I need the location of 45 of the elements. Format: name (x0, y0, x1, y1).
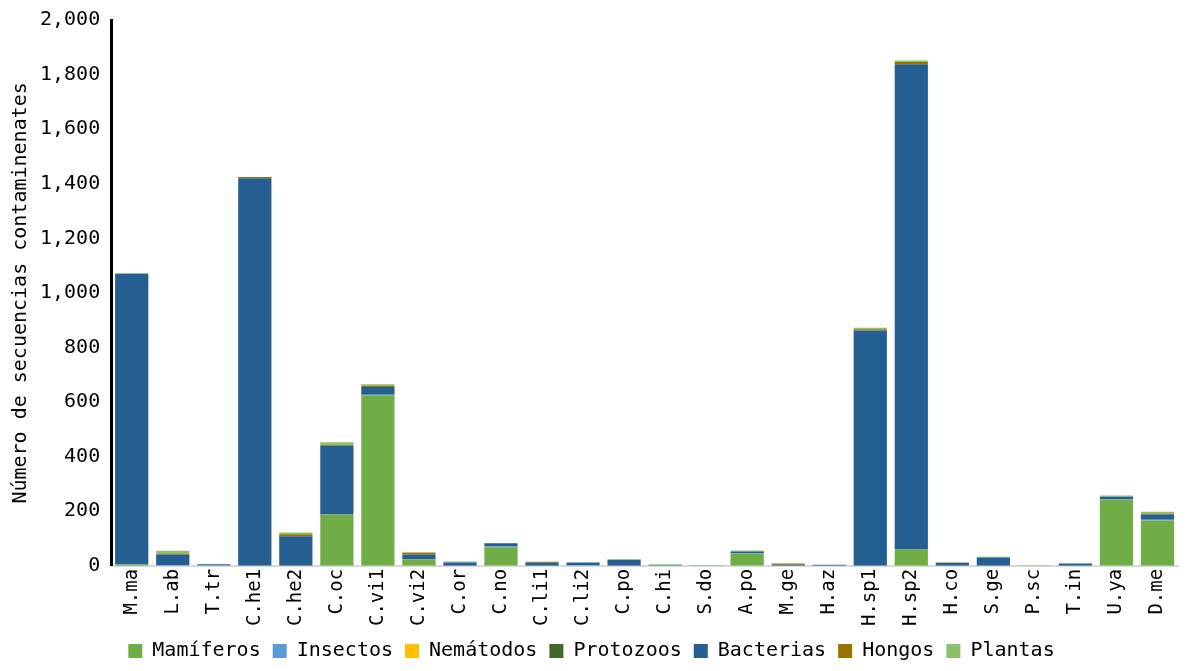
y-tick-label: 2,000 (39, 6, 101, 31)
legend-label: Hongos (862, 637, 935, 662)
x-tick-label: T.tr (200, 568, 223, 615)
legend-label: Protozoos (573, 637, 682, 662)
y-axis-title: Número de secuencias contaminenates (7, 82, 32, 504)
y-tick-label: 800 (64, 333, 101, 358)
x-tick-label: C.vi1 (364, 568, 387, 627)
x-tick-label: M.ge (775, 568, 798, 615)
legend-label: Nemátodos (429, 637, 538, 662)
x-tick-label: C.oc (323, 568, 346, 615)
x-tick-label: H.sp2 (898, 568, 921, 627)
legend-label: Mamíferos (152, 637, 261, 662)
x-tick-label: D.me (1144, 568, 1167, 615)
x-tick-label: C.li1 (528, 568, 551, 627)
legend-label: Insectos (296, 637, 394, 662)
x-tick-label: C.no (487, 568, 510, 615)
x-tick-label: C.he1 (241, 568, 264, 627)
y-tick-label: 1,200 (39, 224, 101, 249)
x-tick-label: H.sp1 (857, 568, 880, 627)
y-tick-label: 0 (88, 552, 101, 577)
legend-label: Plantas (970, 637, 1055, 662)
y-tick-label: 400 (64, 442, 101, 467)
legend-label: Bacterias (717, 637, 827, 662)
x-tick-label: T.in (1062, 568, 1085, 615)
y-tick-label: 1,000 (39, 279, 101, 304)
y-tick-label: 600 (64, 388, 101, 413)
x-tick-label: S.ge (980, 568, 1003, 615)
y-tick-label: 1,800 (39, 60, 101, 85)
x-tick-label: C.po (611, 568, 634, 615)
y-tick-label: 200 (64, 497, 101, 522)
x-tick-label: C.li2 (569, 568, 592, 627)
y-tick-label: 1,600 (39, 115, 101, 140)
x-tick-label: U.ya (1103, 568, 1126, 615)
x-tick-label: C.he2 (282, 568, 305, 627)
x-tick-label: A.po (734, 568, 757, 615)
x-tick-label: C.or (446, 568, 469, 615)
x-tick-label: M.ma (118, 568, 141, 615)
x-tick-label: P.sc (1021, 568, 1044, 615)
x-tick-label: L.ab (159, 568, 182, 615)
x-tick-label: S.do (693, 568, 716, 615)
x-tick-label: H.az (816, 568, 839, 615)
x-tick-label: H.co (939, 568, 962, 615)
x-tick-label: C.vi2 (405, 568, 428, 627)
y-tick-label: 1,400 (39, 169, 101, 194)
x-tick-label: C.hi (652, 568, 675, 615)
